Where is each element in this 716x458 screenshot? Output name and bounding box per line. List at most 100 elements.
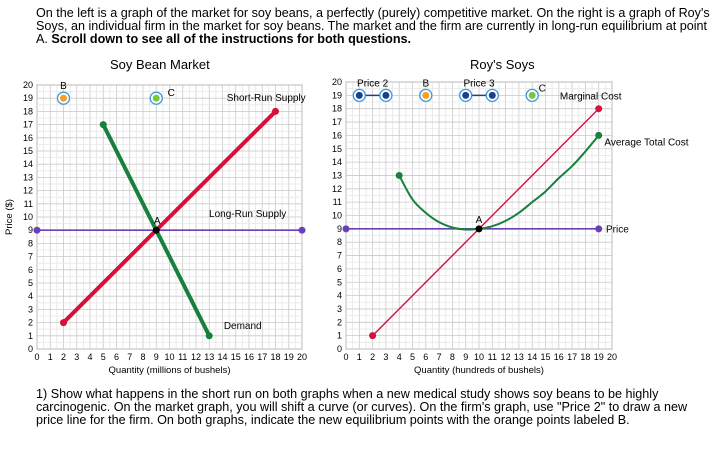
market-y-tick-label: 2 — [28, 318, 33, 328]
firm-y-tick-label: 0 — [337, 344, 342, 354]
firm-point-a[interactable] — [475, 225, 483, 233]
market-x-tick-label: 17 — [257, 352, 267, 362]
firm-y-tick-label: 13 — [332, 170, 342, 180]
firm-x-tick-label: 4 — [397, 352, 402, 362]
firm-x-tick-label: 19 — [594, 352, 604, 362]
long-run-supply-handle[interactable] — [298, 226, 306, 234]
market-point-a[interactable] — [152, 226, 160, 234]
market-x-tick-label: 2 — [61, 352, 66, 362]
short-run-supply-handle[interactable] — [60, 319, 67, 327]
market-y-tick-label: 11 — [24, 199, 33, 209]
firm-y-tick-label: 9 — [337, 224, 342, 234]
market-y-tick-label: 14 — [23, 159, 33, 169]
firm-x-tick-label: 11 — [488, 352, 497, 362]
firm-price-handle[interactable] — [595, 225, 603, 233]
firm-x-tick-label: 15 — [540, 352, 550, 362]
firm-price-handle[interactable] — [342, 225, 350, 233]
firm-y-tick-label: 20 — [332, 77, 342, 87]
market-point-c[interactable] — [152, 94, 160, 102]
short-run-supply-label: Short-Run Supply — [227, 93, 306, 104]
firm-point-c[interactable] — [528, 91, 536, 99]
price-3-handle[interactable] — [462, 91, 470, 99]
market-point-a-label: A — [154, 216, 161, 227]
firm-x-tick-label: 13 — [514, 352, 524, 362]
market-x-tick-label: 10 — [164, 352, 174, 362]
price-3-handle[interactable] — [488, 91, 496, 99]
market-x-tick-label: 18 — [270, 352, 280, 362]
firm-y-tick-label: 8 — [337, 237, 342, 247]
market-y-tick-label: 4 — [28, 291, 33, 301]
firm-x-tick-label: 8 — [450, 352, 455, 362]
market-x-tick-label: 8 — [140, 352, 145, 362]
firm-y-tick-label: 18 — [332, 104, 342, 114]
price-3-label: Price 3 — [463, 78, 495, 89]
firm-y-tick-label: 12 — [332, 184, 342, 194]
market-graph-title: Soy Bean Market — [110, 57, 210, 72]
firm-y-tick-label: 3 — [337, 304, 342, 314]
market-x-tick-label: 11 — [178, 352, 187, 362]
firm-x-tick-label: 1 — [357, 352, 362, 362]
firm-y-tick-label: 10 — [332, 211, 342, 221]
market-y-tick-label: 12 — [23, 186, 33, 196]
firm-x-tick-label: 2 — [370, 352, 375, 362]
market-x-tick-label: 3 — [74, 352, 79, 362]
firm-y-tick-label: 6 — [337, 264, 342, 274]
firm-x-tick-label: 14 — [527, 352, 537, 362]
market-point-c-label: C — [168, 88, 175, 99]
market-x-tick-label: 0 — [34, 352, 39, 362]
long-run-supply-label: Long-Run Supply — [209, 209, 286, 220]
price-2-handle[interactable] — [355, 91, 363, 99]
firm-x-tick-label: 10 — [474, 352, 484, 362]
firm-x-tick-label: 5 — [410, 352, 415, 362]
firm-y-tick-label: 5 — [337, 277, 342, 287]
market-y-tick-label: 9 — [28, 225, 33, 235]
market-y-tick-label: 20 — [23, 80, 33, 90]
market-x-tick-label: 19 — [284, 352, 294, 362]
market-x-tick-label: 1 — [48, 352, 53, 362]
instructions-intro: On the left is a graph of the market for… — [36, 7, 711, 46]
marginal-cost-label: Marginal Cost — [560, 91, 622, 102]
firm-y-tick-label: 14 — [332, 157, 342, 167]
firm-point-a-label: A — [476, 215, 483, 226]
firm-y-tick-label: 1 — [337, 331, 342, 341]
firm-x-tick-label: 16 — [554, 352, 564, 362]
price-2-handle[interactable] — [382, 91, 390, 99]
marginal-cost-handle[interactable] — [369, 332, 377, 340]
market-y-tick-label: 10 — [23, 212, 33, 222]
marginal-cost-handle[interactable] — [595, 105, 603, 113]
firm-point-b-label: B — [422, 78, 429, 89]
firm-x-tick-label: 7 — [437, 352, 442, 362]
marginal-cost-line[interactable] — [372, 108, 600, 337]
short-run-supply-handle[interactable] — [272, 107, 279, 115]
market-y-tick-label: 17 — [23, 120, 33, 130]
market-point-b[interactable] — [60, 94, 67, 102]
average-total-cost-curve[interactable] — [398, 134, 600, 231]
firm-point-b[interactable] — [422, 91, 430, 99]
average-total-cost-handle[interactable] — [395, 171, 403, 179]
long-run-supply-handle[interactable] — [33, 226, 41, 234]
short-run-supply-line[interactable] — [62, 109, 277, 325]
market-x-tick-label: 15 — [231, 352, 241, 362]
firm-y-tick-label: 4 — [337, 291, 342, 301]
market-y-tick-label: 5 — [28, 278, 33, 288]
market-y-tick-label: 13 — [23, 172, 33, 182]
market-x-tick-label: 13 — [204, 352, 214, 362]
firm-point-c-label: C — [539, 83, 546, 94]
market-y-tick-label: 8 — [28, 238, 33, 248]
market-y-tick-label: 0 — [28, 344, 33, 354]
firm-x-tick-label: 12 — [501, 352, 511, 362]
firm-price-label: Price — [606, 224, 629, 235]
market-y-tick-label: 19 — [23, 93, 33, 103]
average-total-cost-handle[interactable] — [595, 131, 603, 139]
market-y-tick-label: 1 — [28, 331, 33, 341]
firm-y-tick-label: 16 — [332, 130, 342, 140]
market-y-tick-label: 18 — [23, 106, 33, 116]
market-x-tick-label: 12 — [191, 352, 201, 362]
market-x-tick-label: 7 — [127, 352, 132, 362]
demand-handle[interactable] — [99, 121, 107, 129]
demand-handle[interactable] — [205, 332, 213, 340]
firm-x-tick-label: 3 — [383, 352, 388, 362]
market-x-tick-label: 14 — [217, 352, 227, 362]
demand-label: Demand — [224, 321, 262, 332]
